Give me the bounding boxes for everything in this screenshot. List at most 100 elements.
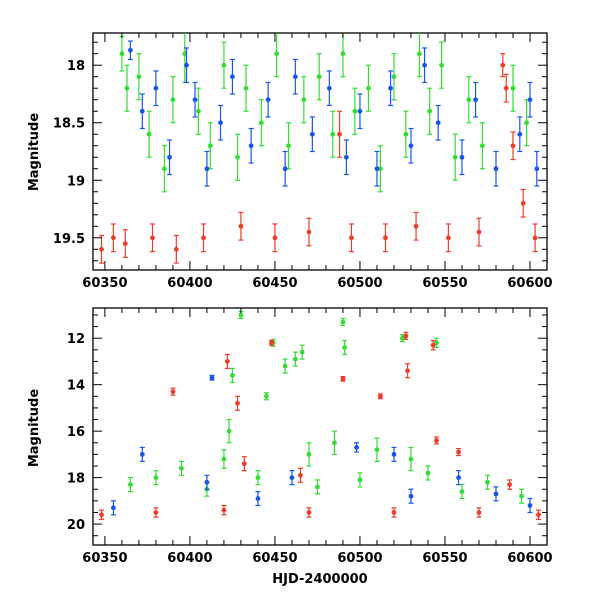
bottom-y-tick-label: 12: [67, 332, 85, 347]
bottom-data-point: [430, 339, 436, 351]
bottom-data-point: [314, 479, 320, 495]
top-data-point: [243, 64, 249, 112]
top-data-point: [301, 76, 307, 124]
bottom-y-tick-label: 18: [67, 472, 85, 487]
bottom-y-tick-label: 16: [67, 425, 85, 440]
top-panel-ticks: 60350 60400 60450 60500 60550 60600 18 18.5 19 19…: [53, 33, 553, 291]
bottom-data-point: [221, 449, 227, 469]
top-data-point: [403, 110, 409, 158]
bottom-data-point: [209, 374, 215, 381]
top-data-point: [306, 217, 312, 247]
bottom-y-tick-label: 14: [67, 379, 85, 394]
top-data-point: [365, 64, 371, 112]
top-data-point: [272, 223, 278, 253]
top-data-point: [286, 122, 292, 170]
bottom-x-tick-label: 60600: [507, 551, 552, 566]
bottom-x-tick-label: 60450: [252, 551, 297, 566]
top-x-tick-label: 60600: [507, 276, 552, 291]
bottom-x-tick-label: 60500: [337, 551, 382, 566]
bottom-data-point: [110, 500, 116, 516]
top-data-point: [377, 145, 383, 193]
top-data-point: [422, 47, 428, 84]
top-data-point: [435, 104, 441, 141]
top-data-point: [439, 41, 445, 89]
bottom-data-point: [403, 331, 409, 340]
top-data-point: [167, 139, 173, 176]
top-data-point: [330, 110, 336, 158]
top-panel-frame: [92, 32, 548, 271]
top-x-tick-label: 60500: [337, 276, 382, 291]
top-data-point: [265, 81, 271, 118]
bottom-data-point: [408, 488, 414, 504]
bottom-data-point: [306, 507, 312, 518]
top-data-point: [352, 87, 358, 135]
bottom-data-point: [484, 474, 490, 490]
bottom-data-point: [269, 339, 275, 346]
top-data-point: [337, 110, 343, 158]
bottom-data-point: [507, 479, 513, 490]
top-data-point: [348, 223, 354, 253]
top-y-tick-label: 18: [67, 59, 85, 74]
top-series-1: [127, 40, 540, 187]
bottom-data-point: [456, 470, 462, 486]
top-data-point: [184, 47, 190, 84]
top-series-2: [99, 53, 538, 264]
top-data-point: [204, 150, 210, 187]
bottom-data-point: [456, 447, 462, 457]
bottom-data-point: [518, 488, 524, 504]
top-data-point: [238, 211, 244, 241]
bottom-data-point: [527, 497, 533, 514]
top-data-point: [292, 58, 298, 95]
top-x-tick-label: 60550: [422, 276, 467, 291]
top-data-point: [500, 53, 506, 78]
top-data-point: [316, 53, 322, 101]
top-x-tick-label: 60400: [167, 276, 212, 291]
bottom-data-point: [331, 430, 337, 455]
top-data-point: [479, 122, 485, 170]
bottom-data-point: [297, 467, 303, 483]
bottom-x-tick-label: 60550: [422, 551, 467, 566]
bottom-data-point: [263, 392, 269, 401]
bottom-data-point: [292, 351, 298, 367]
top-data-point: [274, 33, 280, 78]
bottom-x-tick-label: 60350: [82, 551, 127, 566]
bottom-data-point: [405, 363, 411, 379]
bottom-data-point: [235, 395, 241, 411]
top-data-point: [340, 33, 346, 78]
bottom-series-0: [127, 310, 524, 504]
bottom-data-point: [153, 507, 159, 518]
top-data-point: [221, 41, 227, 89]
top-data-point: [150, 223, 156, 253]
bottom-data-point: [476, 507, 482, 518]
bottom-data-point: [241, 456, 247, 472]
bottom-data-point: [139, 446, 145, 462]
top-data-point: [99, 234, 105, 264]
top-data-point: [476, 217, 482, 247]
top-data-point: [527, 81, 533, 118]
top-data-point: [110, 223, 116, 253]
top-data-point: [258, 99, 264, 147]
bottom-data-point: [535, 509, 541, 521]
top-data-point: [534, 150, 540, 187]
bottom-panel: 60350 60400 60450 60500 60550 60600 12 14 16 18 20…: [27, 307, 553, 587]
top-data-point: [309, 116, 315, 153]
top-data-point: [503, 73, 509, 103]
top-x-tick-label: 60450: [252, 276, 297, 291]
top-data-point: [391, 53, 397, 101]
bottom-panel-ticks: 60350 60400 60450 60500 60550 60600 12 14 16 18 20: [67, 308, 553, 566]
bottom-data-point: [282, 358, 288, 374]
bottom-series-2: [99, 331, 541, 521]
top-data-point: [139, 93, 145, 130]
top-data-point: [248, 127, 254, 164]
bottom-data-point: [425, 465, 431, 481]
bottom-data-point: [493, 486, 499, 502]
top-data-point: [127, 40, 133, 61]
bottom-x-tick-label: 60400: [167, 551, 212, 566]
top-data-point: [459, 139, 465, 176]
bottom-y-axis-label: Magnitude: [27, 389, 42, 468]
bottom-data-point: [255, 470, 261, 486]
bottom-data-point: [153, 470, 159, 486]
top-data-point: [146, 110, 152, 158]
top-data-point: [122, 229, 128, 258]
